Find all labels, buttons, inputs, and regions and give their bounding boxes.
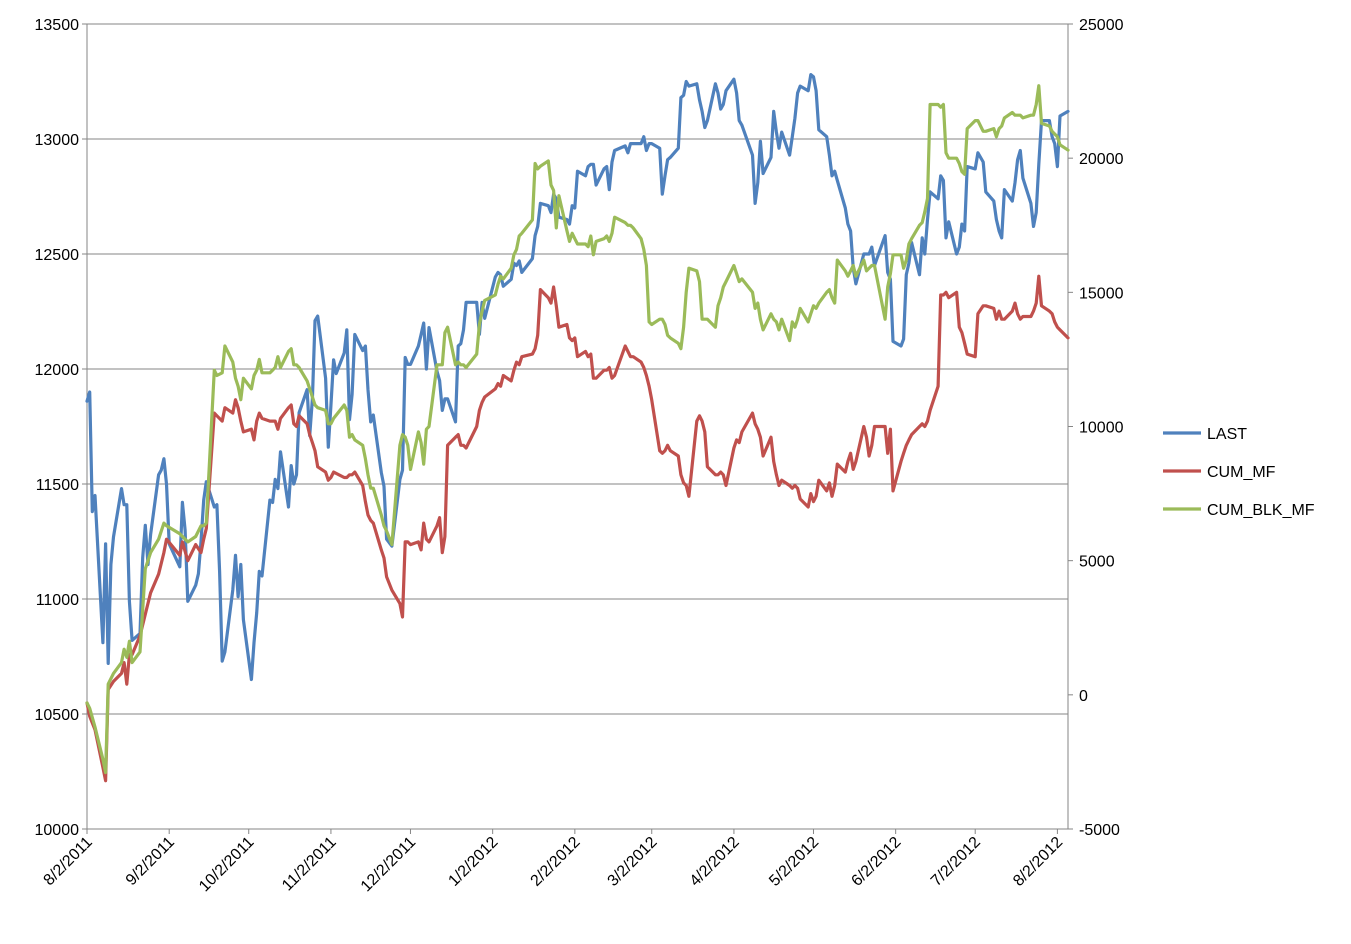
axes: 10000 10500 11000 11500 12000 12500 13000 13500… [35, 17, 1124, 895]
x-tick-label: 10/2/2011 [196, 834, 258, 896]
y-left-tick-label: 11000 [36, 592, 79, 609]
y-right-tick-label: 5000 [1079, 554, 1115, 571]
x-tick-label: 9/2/2011 [123, 834, 178, 889]
series-line-cum-mf [85, 274, 1070, 783]
x-tick-label: 3/2/2012 [605, 834, 661, 890]
y-right-tick-label: 0 [1079, 688, 1088, 705]
y-left-tick-label: 10500 [35, 707, 80, 724]
y-left-tick-label: 11500 [36, 477, 79, 494]
x-tick-label: 8/2/2012 [1010, 834, 1066, 890]
x-tick-label: 5/2/2012 [766, 834, 822, 890]
x-tick-label: 1/2/2012 [445, 834, 501, 890]
legend-label: LAST [1207, 426, 1247, 443]
y-right-tick-label: 20000 [1079, 151, 1124, 168]
y-left-tick-label: 10000 [35, 822, 80, 839]
y-right-tick-label: 10000 [1079, 420, 1124, 437]
x-tick-label: 7/2/2012 [928, 834, 984, 890]
y-right-tick-label: -5000 [1079, 822, 1120, 839]
legend-label: CUM_MF [1207, 464, 1276, 481]
series-lines [85, 72, 1070, 783]
y-right-tick-label: 25000 [1079, 17, 1124, 34]
y-left-tick-label: 12000 [35, 362, 80, 379]
x-tick-label: 4/2/2012 [687, 834, 743, 890]
x-tick-label: 11/2/2011 [279, 834, 340, 895]
x-tick-label: 6/2/2012 [848, 834, 904, 890]
x-tick-label: 2/2/2012 [528, 834, 584, 890]
y-left-tick-label: 12500 [35, 247, 80, 264]
y-left-tick-label: 13500 [35, 17, 80, 34]
x-tick-label: 8/2/2011 [41, 834, 96, 889]
x-tick-label: 12/2/2011 [358, 834, 420, 896]
legend: LAST CUM_MF CUM_BLK_MF [1163, 426, 1315, 519]
y-left-tick-label: 13000 [35, 132, 80, 149]
series-line-cum-blk-mf [85, 84, 1070, 775]
y-right-tick-label: 15000 [1079, 285, 1124, 302]
legend-label: CUM_BLK_MF [1207, 502, 1315, 519]
series-line-last [85, 72, 1070, 682]
gridlines [87, 23, 1068, 715]
